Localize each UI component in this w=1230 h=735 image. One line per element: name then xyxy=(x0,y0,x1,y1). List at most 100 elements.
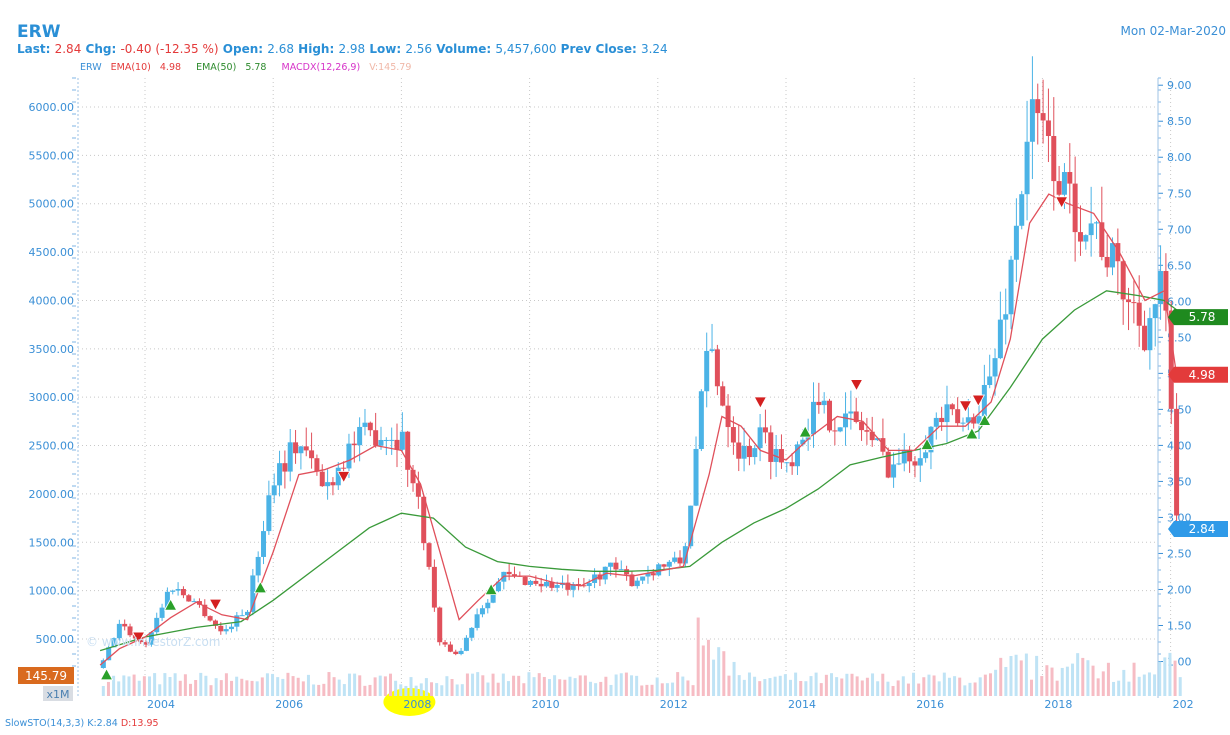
candle[interactable] xyxy=(453,651,459,655)
candle[interactable] xyxy=(901,449,907,464)
candle[interactable] xyxy=(1051,136,1057,182)
candle[interactable] xyxy=(1061,172,1067,195)
candle[interactable] xyxy=(485,602,491,609)
candle[interactable] xyxy=(405,431,411,470)
candle[interactable] xyxy=(245,611,251,616)
candle[interactable] xyxy=(1072,183,1078,233)
candle[interactable] xyxy=(1142,325,1148,351)
candle[interactable] xyxy=(223,629,229,632)
candle[interactable] xyxy=(538,583,544,587)
candle[interactable] xyxy=(875,438,881,441)
candle[interactable] xyxy=(170,590,176,592)
candle[interactable] xyxy=(997,319,1003,359)
candle[interactable] xyxy=(335,467,341,486)
candle[interactable] xyxy=(234,615,240,627)
candle[interactable] xyxy=(976,416,982,424)
candle[interactable] xyxy=(1099,222,1105,257)
sell-signal[interactable] xyxy=(753,396,768,409)
candle[interactable] xyxy=(426,543,432,567)
candle[interactable] xyxy=(111,638,117,648)
candle[interactable] xyxy=(933,417,939,427)
candle[interactable] xyxy=(869,431,875,441)
candle[interactable] xyxy=(650,573,656,576)
candle[interactable] xyxy=(410,469,416,484)
candle[interactable] xyxy=(309,450,315,459)
candle[interactable] xyxy=(960,422,966,424)
candle[interactable] xyxy=(907,449,913,462)
candle[interactable] xyxy=(608,562,614,567)
candle[interactable] xyxy=(645,573,651,577)
candle[interactable] xyxy=(666,561,672,567)
candle[interactable] xyxy=(949,404,955,410)
candle[interactable] xyxy=(661,564,667,567)
candle[interactable] xyxy=(693,448,699,506)
candle[interactable] xyxy=(896,463,902,465)
candle[interactable] xyxy=(1077,232,1083,242)
candle[interactable] xyxy=(202,604,208,617)
candle[interactable] xyxy=(1126,299,1132,303)
sell-signal[interactable] xyxy=(971,394,985,407)
candle[interactable] xyxy=(891,464,897,478)
candle[interactable] xyxy=(746,445,752,458)
candle[interactable] xyxy=(816,401,822,406)
candle[interactable] xyxy=(255,556,261,576)
candle[interactable] xyxy=(554,585,560,588)
candle[interactable] xyxy=(180,589,186,596)
candle[interactable] xyxy=(212,620,218,626)
candle[interactable] xyxy=(859,421,865,431)
candle[interactable] xyxy=(148,632,154,645)
candle[interactable] xyxy=(154,617,160,633)
candle[interactable] xyxy=(1040,113,1046,121)
candle[interactable] xyxy=(843,413,849,428)
candle[interactable] xyxy=(442,642,448,645)
candle[interactable] xyxy=(714,349,720,387)
candle[interactable] xyxy=(303,446,309,451)
candle[interactable] xyxy=(725,405,731,428)
buy-signal[interactable] xyxy=(99,667,114,681)
candle[interactable] xyxy=(1147,318,1153,351)
candle[interactable] xyxy=(399,431,405,450)
candle[interactable] xyxy=(330,482,336,486)
candle[interactable] xyxy=(1174,408,1180,516)
candle[interactable] xyxy=(421,496,427,544)
candle[interactable] xyxy=(778,449,784,463)
candle[interactable] xyxy=(116,623,122,639)
candle[interactable] xyxy=(736,442,742,459)
candle[interactable] xyxy=(143,642,149,645)
candle[interactable] xyxy=(757,427,763,449)
candle[interactable] xyxy=(688,505,694,547)
candle[interactable] xyxy=(506,571,512,575)
candle[interactable] xyxy=(357,426,363,446)
candle[interactable] xyxy=(1136,302,1142,326)
candle[interactable] xyxy=(939,417,945,423)
candle[interactable] xyxy=(1019,194,1025,226)
candle[interactable] xyxy=(853,411,859,422)
candle[interactable] xyxy=(762,427,768,433)
candle[interactable] xyxy=(768,432,774,462)
candle[interactable] xyxy=(490,591,496,603)
buy-signal[interactable] xyxy=(253,580,268,594)
candle[interactable] xyxy=(827,400,833,431)
candle[interactable] xyxy=(730,427,736,443)
candle[interactable] xyxy=(720,386,726,406)
candle[interactable] xyxy=(613,562,619,570)
candle[interactable] xyxy=(186,595,192,602)
candle[interactable] xyxy=(319,471,325,487)
candle[interactable] xyxy=(789,462,795,467)
candle[interactable] xyxy=(447,644,453,652)
candle[interactable] xyxy=(992,358,998,377)
candle[interactable] xyxy=(634,580,640,587)
candle[interactable] xyxy=(431,566,437,608)
candle[interactable] xyxy=(1093,222,1099,224)
buy-signal[interactable] xyxy=(798,425,812,438)
candle[interactable] xyxy=(848,411,854,414)
candle[interactable] xyxy=(821,400,827,406)
candle[interactable] xyxy=(1115,243,1121,262)
candle[interactable] xyxy=(864,430,870,432)
candle[interactable] xyxy=(533,580,539,584)
candle[interactable] xyxy=(415,483,421,497)
candle[interactable] xyxy=(378,439,384,446)
candle[interactable] xyxy=(1158,271,1164,305)
candle[interactable] xyxy=(458,650,464,655)
